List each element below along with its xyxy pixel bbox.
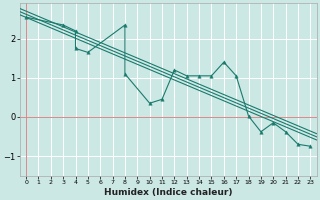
X-axis label: Humidex (Indice chaleur): Humidex (Indice chaleur) xyxy=(104,188,232,197)
